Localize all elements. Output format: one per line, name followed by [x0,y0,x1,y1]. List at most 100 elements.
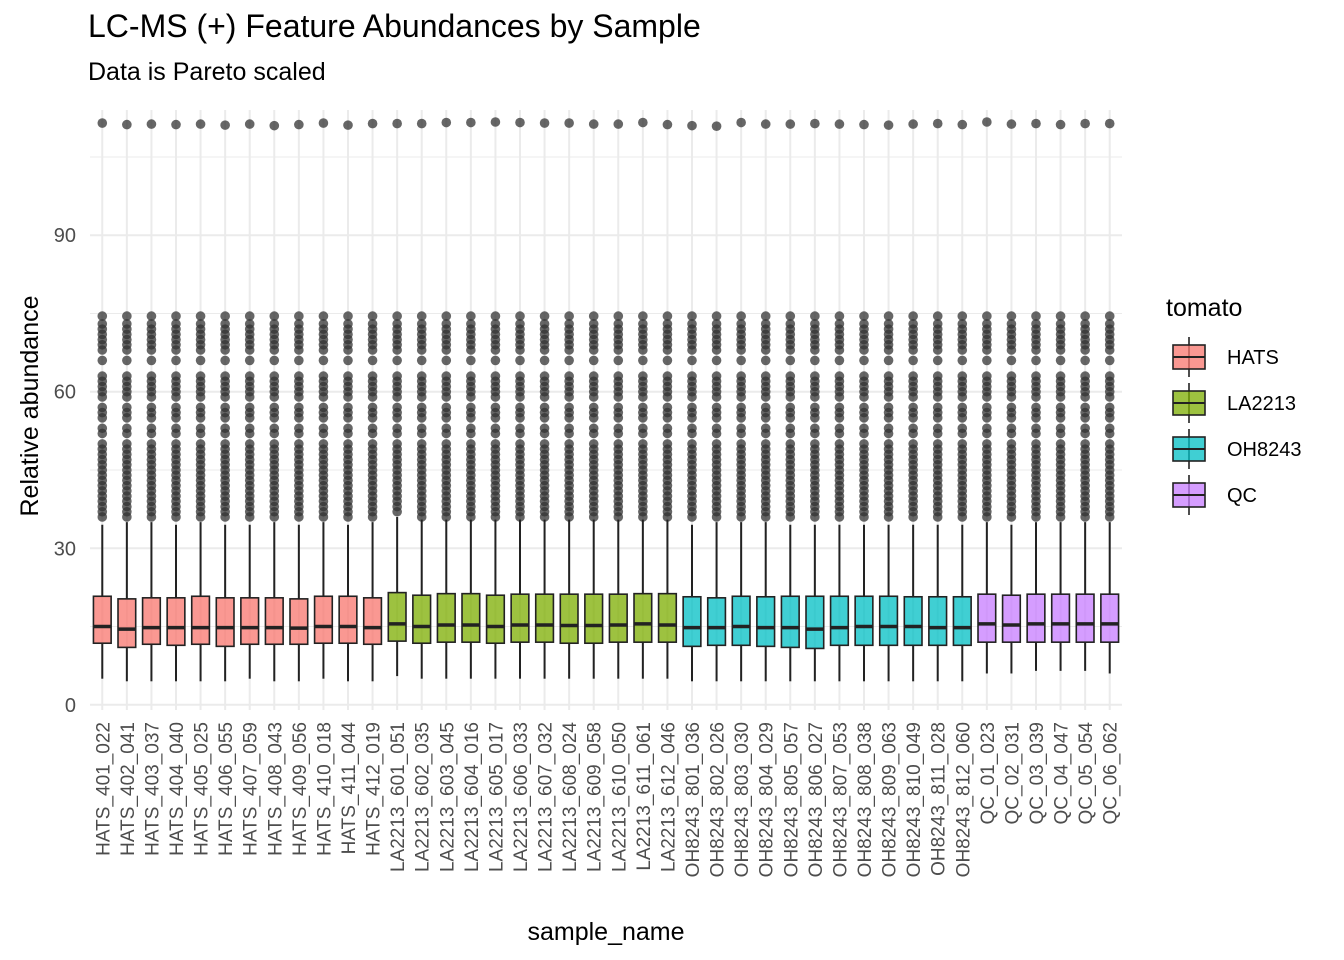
outlier-point [466,319,476,329]
outlier-point [638,423,648,434]
x-tick-label: HATS_410_018 [314,722,335,856]
outlier-point [736,402,746,413]
outlier-point [97,439,108,449]
outlier-point [244,119,255,129]
box-LA2213_603_045 [436,117,456,679]
y-tick-label: 90 [54,225,76,247]
outlier-point [1031,439,1041,449]
outlier-point [220,402,230,413]
outlier-point [146,439,157,449]
box-body [608,593,628,643]
outlier-point [1031,371,1041,381]
outlier-point [785,439,796,449]
outlier-point [343,402,353,413]
outlier-point [220,319,230,329]
outlier-point [613,311,624,321]
box-body [215,597,235,648]
outlier-point [760,423,771,434]
outlier-point [834,355,845,366]
x-tick-label: OH8243_802_026 [708,722,729,877]
box-LA2213_607_032 [534,118,555,679]
outlier-point [490,311,501,321]
outlier-point [294,439,304,449]
outlier-point [588,355,599,366]
outlier-point [1055,355,1066,366]
outlier-point [294,119,304,130]
box-body [461,592,481,643]
outlier-point [785,402,796,413]
outlier-point [195,371,206,381]
outlier-point [392,311,402,321]
outlier-point [318,439,329,449]
box-HATS_404_040 [166,119,186,682]
box-HATS_408_043 [264,120,284,682]
outlier-point [883,319,894,329]
outlier-point [515,355,525,366]
x-tick-label: LA2213_610_050 [609,722,630,872]
x-tick-label: LA2213_608_024 [560,722,581,872]
outlier-point [810,319,820,329]
outlier-point [171,311,181,321]
outlier-point [367,355,378,366]
x-tick-label: LA2213_601_051 [388,722,409,872]
outlier-point [441,402,452,413]
outlier-point [1055,319,1066,329]
outlier-point [244,355,255,366]
x-tick-label: QC_02_031 [1002,722,1023,824]
outlier-point [269,311,280,321]
outlier-point [441,355,452,366]
outlier-point [244,423,255,434]
outlier-point [859,311,869,321]
outlier-point [171,423,181,434]
outlier-point [736,371,746,381]
y-tick-label: 60 [54,382,76,404]
outlier-point [613,423,624,434]
outlier-point [122,439,132,449]
legend-label: QC [1227,485,1257,507]
legend-item-LA2213: LA2213 [1172,383,1296,423]
box-HATS_409_056 [289,119,309,682]
outlier-point [97,402,108,413]
outlier-point [1104,319,1115,329]
outlier-point [859,371,869,381]
outlier-point [343,371,353,381]
outlier-point [932,439,943,449]
y-axis-label: Relative abundance [16,296,44,517]
box-body [240,597,260,646]
outlier-point [613,355,624,366]
outlier-point [515,117,525,128]
outlier-point [367,319,378,329]
outlier-point [662,319,673,329]
box-body [412,594,432,645]
x-tick-label: OH8243_812_060 [953,722,974,877]
box-body [1050,593,1071,643]
outlier-point [760,402,771,413]
outlier-point [269,120,280,131]
outlier-point [416,371,427,381]
outlier-point [318,319,329,329]
outlier-point [515,371,525,381]
y-axis: 0 30 60 90 [54,225,76,717]
outlier-point [908,319,918,329]
outlier-point [982,371,992,381]
outlier-point [588,439,599,449]
outlier-point [1031,118,1041,129]
outlier-point [195,319,206,329]
outlier-point [638,319,648,329]
outlier-point [957,371,968,381]
x-tick-label: LA2213_611_061 [634,722,655,871]
outlier-point [638,311,648,321]
x-tick-label: OH8243_804_029 [757,722,778,877]
outlier-point [810,423,820,434]
outlier-point [932,355,943,366]
outlier-point [490,117,501,127]
outlier-point [466,355,476,366]
box-body [928,595,948,647]
box-LA2213_605_017 [485,117,506,679]
outlier-point [687,439,697,449]
outlier-point [810,311,820,321]
y-tick-label: 30 [54,538,76,560]
outlier-point [588,311,599,321]
box-QC_02_031 [1001,119,1022,674]
outlier-point [932,402,943,413]
